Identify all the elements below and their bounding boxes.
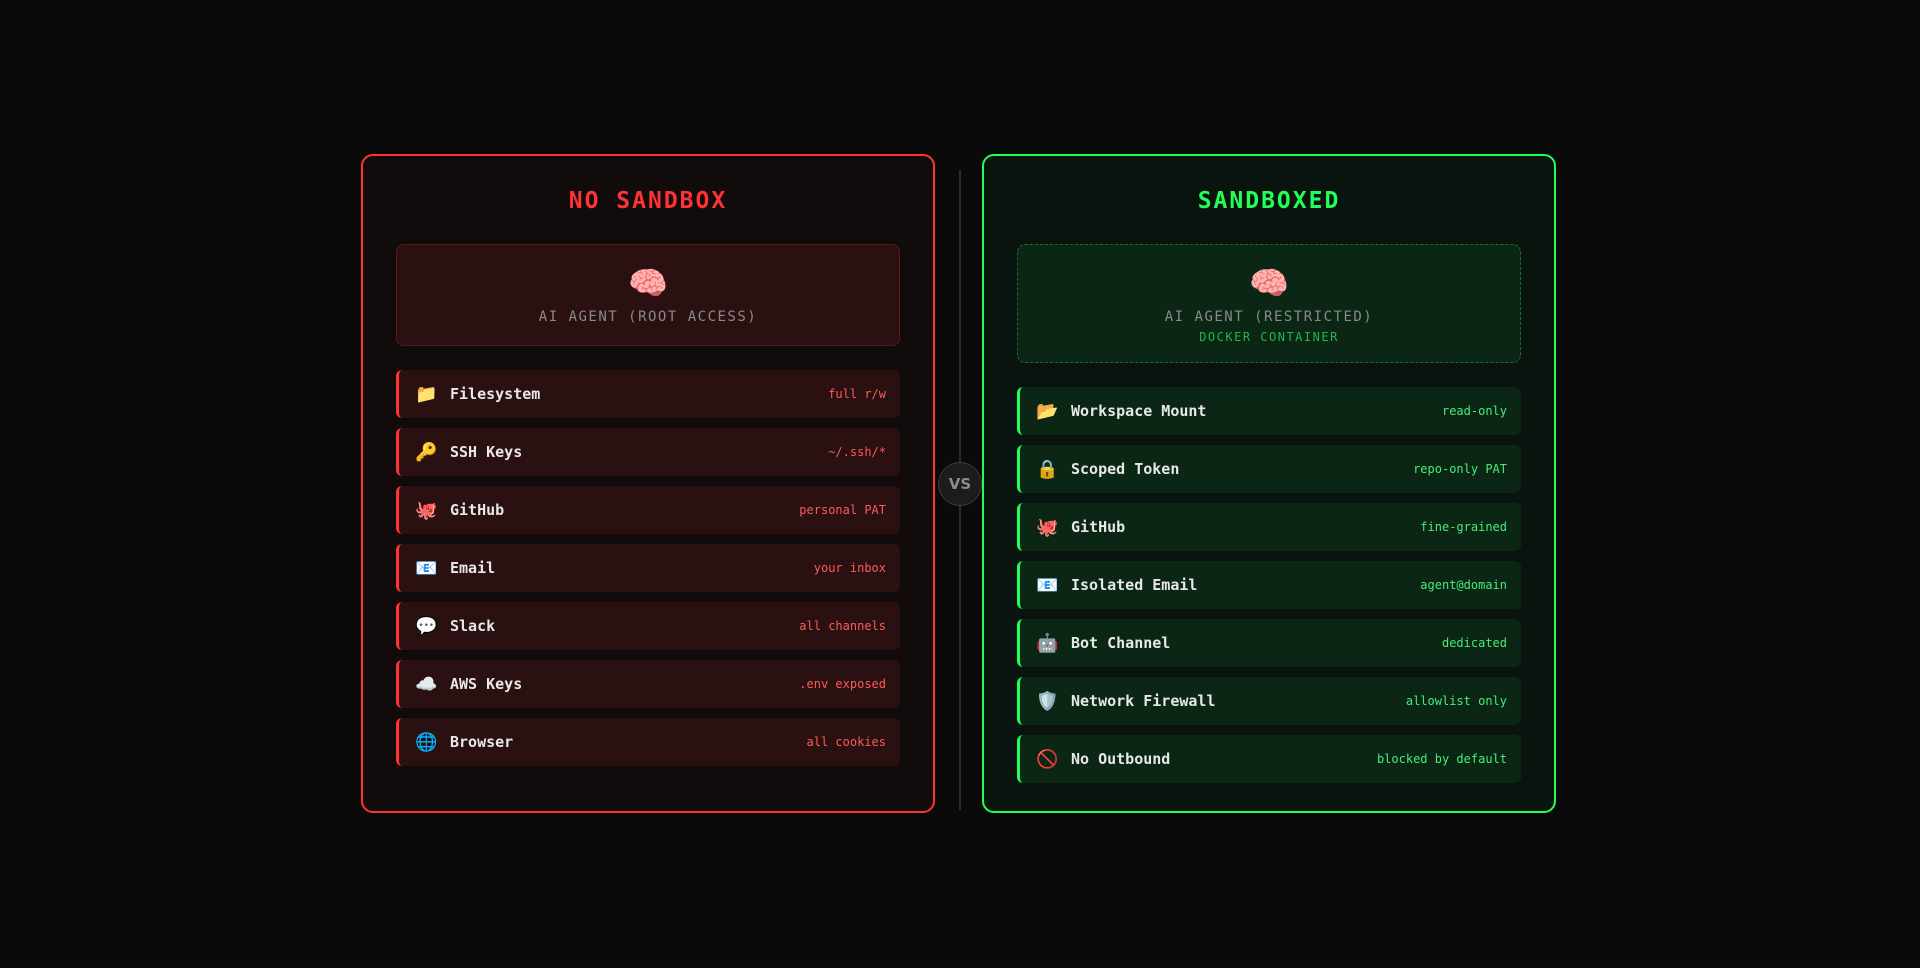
list-item: 📂 Workspace Mount read-only [1017,387,1521,435]
list-item: 📁 Filesystem full r/w [396,370,900,418]
chat-bubble-icon: 💬 [415,615,438,637]
robot-icon: 🤖 [1036,632,1059,654]
prohibited-icon: 🚫 [1036,748,1059,770]
item-value: all cookies [806,735,886,749]
no-sandbox-panel: NO SANDBOX 🧠 AI AGENT (ROOT ACCESS) 📁 Fil… [361,154,935,813]
agent-label: AI AGENT (ROOT ACCESS) [538,309,758,325]
item-label: Workspace Mount [1071,402,1207,420]
item-label: Scoped Token [1071,460,1180,478]
octopus-icon: 🐙 [1036,516,1059,538]
item-label: No Outbound [1071,750,1171,768]
panel-title: NO SANDBOX [568,188,728,214]
item-label: Email [450,559,496,577]
list-item: 💬 Slack all channels [396,602,900,650]
key-icon: 🔑 [415,441,438,463]
item-value: full r/w [828,387,886,401]
list-item: 🔑 SSH Keys ~/.ssh/* [396,428,900,476]
list-item: 📧 Isolated Email agent@domain [1017,561,1521,609]
octopus-icon: 🐙 [415,499,438,521]
agent-box: 🧠 AI AGENT (ROOT ACCESS) [396,244,900,346]
item-value: blocked by default [1376,752,1507,766]
list-item: 🐙 GitHub personal PAT [396,486,900,534]
cloud-icon: ☁️ [415,673,438,695]
globe-icon: 🌐 [415,731,438,753]
agent-sublabel: DOCKER CONTAINER [1199,330,1339,344]
list-item: 🐙 GitHub fine-grained [1017,503,1521,551]
item-label: Slack [450,617,496,635]
item-label: Bot Channel [1071,634,1171,652]
sandboxed-panel: SANDBOXED 🧠 AI AGENT (RESTRICTED) DOCKER… [982,154,1556,813]
item-label: AWS Keys [450,675,523,693]
panel-title: SANDBOXED [1197,188,1341,214]
item-value: allowlist only [1405,694,1507,708]
open-folder-icon: 📂 [1036,400,1059,422]
item-value: fine-grained [1420,520,1507,534]
lock-icon: 🔒 [1036,458,1059,480]
email-icon: 📧 [415,557,438,579]
item-label: GitHub [1071,518,1126,536]
item-label: Browser [450,733,514,751]
item-value: all channels [799,619,886,633]
access-list: 📁 Filesystem full r/w 🔑 SSH Keys ~/.ssh/* 🐙 Git… [396,370,900,766]
access-list: 📂 Workspace Mount read-only 🔒 Scoped Token re… [1017,387,1521,783]
shield-icon: 🛡️ [1036,690,1059,712]
item-label: Network Firewall [1071,692,1216,710]
item-label: Isolated Email [1071,576,1198,594]
email-icon: 📧 [1036,574,1059,596]
item-value: repo-only PAT [1413,462,1507,476]
list-item: ☁️ AWS Keys .env exposed [396,660,900,708]
list-item: 🔒 Scoped Token repo-only PAT [1017,445,1521,493]
item-value: personal PAT [799,503,886,517]
brain-icon: 🧠 [1249,264,1289,302]
list-item: 🛡️ Network Firewall allowlist only [1017,677,1521,725]
brain-icon: 🧠 [628,264,668,302]
item-label: SSH Keys [450,443,523,461]
item-label: Filesystem [450,385,541,403]
agent-label: AI AGENT (RESTRICTED) [1164,309,1374,325]
item-value: ~/.ssh/* [828,445,886,459]
list-item: 🤖 Bot Channel dedicated [1017,619,1521,667]
vs-badge: VS [938,462,982,506]
item-value: read-only [1441,404,1507,418]
item-value: your inbox [813,561,886,575]
list-item: 🚫 No Outbound blocked by default [1017,735,1521,783]
item-value: .env exposed [799,677,886,691]
list-item: 🌐 Browser all cookies [396,718,900,766]
agent-box: 🧠 AI AGENT (RESTRICTED) DOCKER CONTAINER [1017,244,1521,363]
item-value: dedicated [1441,636,1507,650]
folder-icon: 📁 [415,383,438,405]
item-value: agent@domain [1420,578,1507,592]
item-label: GitHub [450,501,505,519]
list-item: 📧 Email your inbox [396,544,900,592]
